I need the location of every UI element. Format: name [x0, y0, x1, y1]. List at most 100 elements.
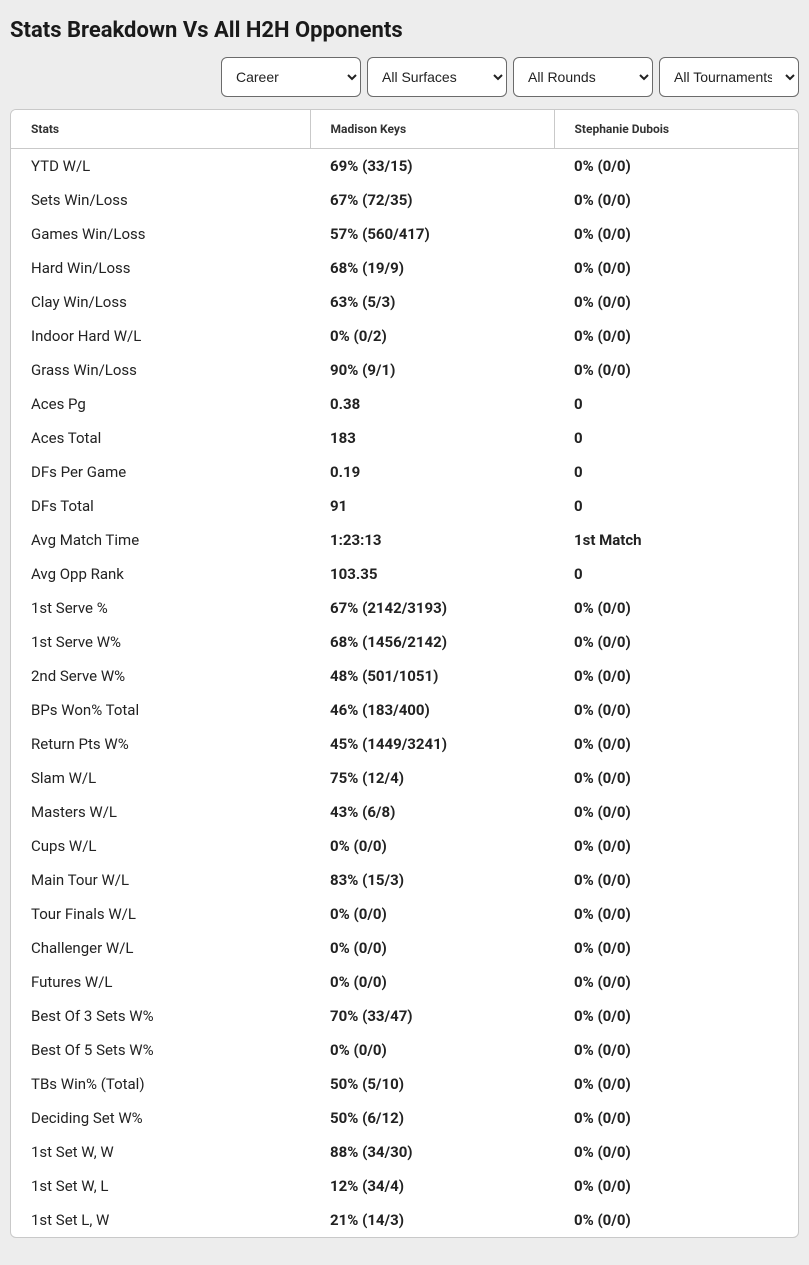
- stat-label: 1st Serve W%: [11, 625, 310, 659]
- player1-value: 0% (0/0): [310, 829, 554, 863]
- stat-label: YTD W/L: [11, 149, 310, 184]
- table-row: Avg Match Time1:23:131st Match: [11, 523, 798, 557]
- player1-value: 0.38: [310, 387, 554, 421]
- stat-label: Masters W/L: [11, 795, 310, 829]
- player2-value: 0% (0/0): [554, 149, 798, 184]
- col-header-player2: Stephanie Dubois: [554, 110, 798, 149]
- table-row: 1st Serve %67% (2142/3193)0% (0/0): [11, 591, 798, 625]
- table-row: DFs Total910: [11, 489, 798, 523]
- table-row: BPs Won% Total46% (183/400)0% (0/0): [11, 693, 798, 727]
- player1-value: 0% (0/0): [310, 965, 554, 999]
- table-row: Aces Total1830: [11, 421, 798, 455]
- player2-value: 0% (0/0): [554, 761, 798, 795]
- table-row: Slam W/L75% (12/4)0% (0/0): [11, 761, 798, 795]
- surface-select[interactable]: All Surfaces: [367, 57, 507, 97]
- player2-value: 0% (0/0): [554, 897, 798, 931]
- player2-value: 0% (0/0): [554, 795, 798, 829]
- stat-label: Aces Pg: [11, 387, 310, 421]
- player1-value: 50% (6/12): [310, 1101, 554, 1135]
- player2-value: 0% (0/0): [554, 829, 798, 863]
- stat-label: Best Of 5 Sets W%: [11, 1033, 310, 1067]
- player2-value: 0% (0/0): [554, 1101, 798, 1135]
- table-row: 1st Set W, L12% (34/4)0% (0/0): [11, 1169, 798, 1203]
- player2-value: 0% (0/0): [554, 931, 798, 965]
- player1-value: 90% (9/1): [310, 353, 554, 387]
- stat-label: Deciding Set W%: [11, 1101, 310, 1135]
- stat-label: Slam W/L: [11, 761, 310, 795]
- player1-value: 0% (0/0): [310, 931, 554, 965]
- player2-value: 0% (0/0): [554, 251, 798, 285]
- player2-value: 0% (0/0): [554, 285, 798, 319]
- player1-value: 88% (34/30): [310, 1135, 554, 1169]
- player1-value: 57% (560/417): [310, 217, 554, 251]
- player1-value: 68% (19/9): [310, 251, 554, 285]
- player2-value: 0% (0/0): [554, 183, 798, 217]
- tournament-select[interactable]: All Tournaments: [659, 57, 799, 97]
- player2-value: 0: [554, 455, 798, 489]
- table-header-row: Stats Madison Keys Stephanie Dubois: [11, 110, 798, 149]
- table-row: Masters W/L43% (6/8)0% (0/0): [11, 795, 798, 829]
- table-row: Deciding Set W%50% (6/12)0% (0/0): [11, 1101, 798, 1135]
- player2-value: 0: [554, 557, 798, 591]
- stat-label: DFs Per Game: [11, 455, 310, 489]
- table-row: DFs Per Game0.190: [11, 455, 798, 489]
- player1-value: 63% (5/3): [310, 285, 554, 319]
- stat-label: Sets Win/Loss: [11, 183, 310, 217]
- filter-bar: Career All Surfaces All Rounds All Tourn…: [10, 57, 799, 97]
- page-title: Stats Breakdown Vs All H2H Opponents: [10, 18, 799, 43]
- player1-value: 75% (12/4): [310, 761, 554, 795]
- table-row: Aces Pg0.380: [11, 387, 798, 421]
- player2-value: 0% (0/0): [554, 1033, 798, 1067]
- player2-value: 0% (0/0): [554, 1135, 798, 1169]
- player2-value: 0% (0/0): [554, 217, 798, 251]
- player2-value: 0: [554, 489, 798, 523]
- table-row: Tour Finals W/L0% (0/0)0% (0/0): [11, 897, 798, 931]
- player2-value: 0% (0/0): [554, 1203, 798, 1237]
- player1-value: 45% (1449/3241): [310, 727, 554, 761]
- table-row: YTD W/L69% (33/15)0% (0/0): [11, 149, 798, 184]
- stat-label: Best Of 3 Sets W%: [11, 999, 310, 1033]
- stat-label: 1st Set W, L: [11, 1169, 310, 1203]
- player1-value: 43% (6/8): [310, 795, 554, 829]
- player1-value: 67% (2142/3193): [310, 591, 554, 625]
- player2-value: 0% (0/0): [554, 319, 798, 353]
- player1-value: 68% (1456/2142): [310, 625, 554, 659]
- stat-label: 1st Set W, W: [11, 1135, 310, 1169]
- player1-value: 50% (5/10): [310, 1067, 554, 1101]
- player2-value: 0% (0/0): [554, 353, 798, 387]
- player1-value: 48% (501/1051): [310, 659, 554, 693]
- col-header-stats: Stats: [11, 110, 310, 149]
- table-row: Return Pts W%45% (1449/3241)0% (0/0): [11, 727, 798, 761]
- stat-label: Grass Win/Loss: [11, 353, 310, 387]
- stat-label: Clay Win/Loss: [11, 285, 310, 319]
- col-header-player1: Madison Keys: [310, 110, 554, 149]
- player1-value: 103.35: [310, 557, 554, 591]
- player1-value: 91: [310, 489, 554, 523]
- table-row: Cups W/L0% (0/0)0% (0/0): [11, 829, 798, 863]
- player2-value: 0% (0/0): [554, 1067, 798, 1101]
- player1-value: 183: [310, 421, 554, 455]
- stat-label: Cups W/L: [11, 829, 310, 863]
- player2-value: 0: [554, 421, 798, 455]
- player1-value: 21% (14/3): [310, 1203, 554, 1237]
- stat-label: Return Pts W%: [11, 727, 310, 761]
- player2-value: 0% (0/0): [554, 999, 798, 1033]
- round-select[interactable]: All Rounds: [513, 57, 653, 97]
- table-row: 1st Set W, W88% (34/30)0% (0/0): [11, 1135, 798, 1169]
- stat-label: Challenger W/L: [11, 931, 310, 965]
- table-row: Clay Win/Loss63% (5/3)0% (0/0): [11, 285, 798, 319]
- table-row: 2nd Serve W%48% (501/1051)0% (0/0): [11, 659, 798, 693]
- table-row: Grass Win/Loss90% (9/1)0% (0/0): [11, 353, 798, 387]
- table-row: Futures W/L0% (0/0)0% (0/0): [11, 965, 798, 999]
- period-select[interactable]: Career: [221, 57, 361, 97]
- player1-value: 0% (0/0): [310, 1033, 554, 1067]
- player1-value: 46% (183/400): [310, 693, 554, 727]
- player1-value: 0% (0/2): [310, 319, 554, 353]
- player1-value: 83% (15/3): [310, 863, 554, 897]
- player1-value: 0% (0/0): [310, 897, 554, 931]
- table-row: Games Win/Loss57% (560/417)0% (0/0): [11, 217, 798, 251]
- stat-label: 1st Serve %: [11, 591, 310, 625]
- stat-label: Tour Finals W/L: [11, 897, 310, 931]
- stats-table: Stats Madison Keys Stephanie Dubois YTD …: [11, 110, 798, 1237]
- table-row: Sets Win/Loss67% (72/35)0% (0/0): [11, 183, 798, 217]
